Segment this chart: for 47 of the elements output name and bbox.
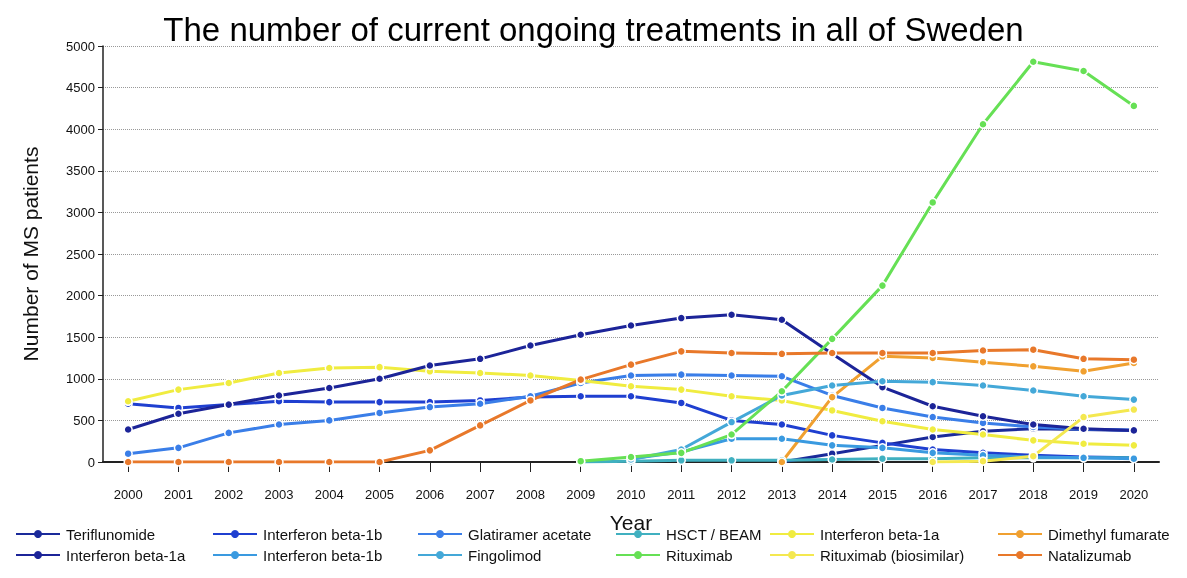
- legend-label: Interferon beta-1b: [263, 525, 383, 543]
- legend-label: Natalizumab: [1048, 546, 1132, 564]
- legend-label: Fingolimod: [468, 546, 542, 564]
- y-tick-label: 1000: [66, 371, 95, 387]
- x-tick-label: 2003: [264, 487, 294, 502]
- y-tick-label: 0: [87, 454, 95, 470]
- x-tick-label: 2000: [113, 487, 143, 502]
- x-tick-label: 2015: [867, 487, 897, 502]
- legend-label: Interferon beta-1a: [820, 525, 940, 543]
- x-tick-label: 2001: [163, 487, 193, 502]
- x-tick-label: 2020: [1119, 487, 1149, 502]
- x-tick-label: 2008: [515, 487, 545, 502]
- legend-label: Interferon beta-1b: [263, 546, 383, 564]
- x-tick-label: 2018: [1018, 487, 1048, 502]
- y-tick-label: 3500: [66, 163, 95, 179]
- legend-label: Interferon beta-1a: [66, 546, 186, 564]
- x-tick-label: 2014: [817, 487, 847, 502]
- x-tick-label: 2007: [465, 487, 495, 502]
- legend-label: Rituximab: [666, 546, 733, 564]
- y-tick-label: 4000: [66, 121, 95, 137]
- x-tick-label: 2019: [1069, 487, 1099, 502]
- x-axis-title: Year: [609, 511, 653, 534]
- x-tick-label: 2002: [214, 487, 244, 502]
- x-tick-label: 2012: [717, 487, 747, 502]
- x-tick-label: 2006: [415, 487, 445, 502]
- y-tick-label: 1500: [66, 329, 95, 345]
- x-tick-label: 2013: [767, 487, 797, 502]
- legend-label: Rituximab (biosimilar): [820, 546, 965, 564]
- legend-label: HSCT / BEAM: [666, 525, 762, 543]
- legend-label: Teriflunomide: [66, 525, 156, 543]
- y-axis-title: Number of MS patients: [19, 146, 42, 362]
- y-tick-label: 3000: [66, 204, 95, 220]
- x-tick-label: 2010: [616, 487, 646, 502]
- x-tick-label: 2011: [667, 487, 696, 502]
- y-tick-label: 2500: [66, 246, 95, 262]
- chart-title: The number of current ongoing treatments in all of Sweden: [163, 11, 1024, 48]
- x-tick-label: 2005: [365, 487, 395, 502]
- x-tick-label: 2017: [968, 487, 998, 502]
- legend-label: Dimethyl fumarate: [1048, 525, 1170, 543]
- legend-label: Glatiramer acetate: [468, 525, 592, 543]
- x-tick-label: 2009: [566, 487, 596, 502]
- x-tick-label: 2016: [918, 487, 948, 502]
- y-tick-label: 500: [73, 412, 95, 428]
- y-tick-label: 2000: [66, 288, 95, 304]
- y-tick-label: 5000: [66, 38, 95, 54]
- y-tick-label: 4500: [66, 80, 95, 96]
- x-tick-label: 2004: [314, 487, 344, 502]
